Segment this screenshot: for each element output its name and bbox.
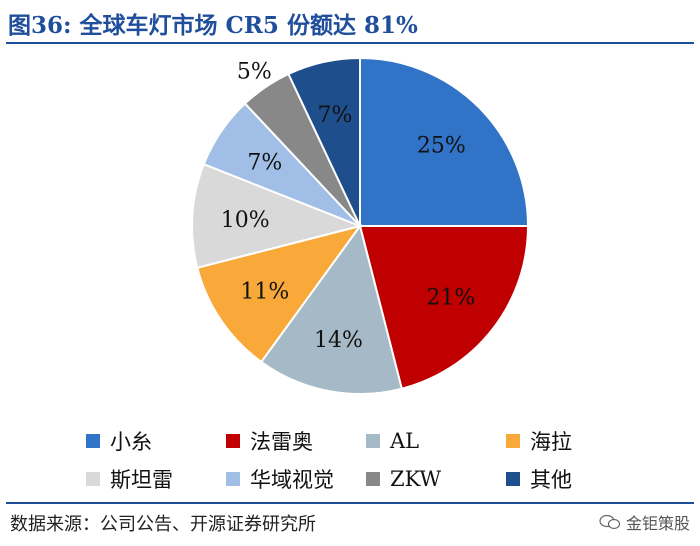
chart-legend: 小糸 法雷奥 AL 海拉 斯坦雷 华域视觉 ZKW 其他 (86, 422, 646, 498)
slice-label: 25% (417, 134, 466, 159)
legend-item: ZKW (366, 467, 506, 491)
legend-label: 斯坦雷 (110, 468, 173, 492)
legend-label: ZKW (390, 467, 442, 491)
wechat-icon (599, 514, 621, 530)
legend-swatch (86, 434, 100, 448)
legend-row: 小糸 法雷奥 AL 海拉 (86, 422, 646, 460)
legend-label: 法雷奥 (250, 430, 313, 454)
slice-label: 21% (426, 285, 475, 310)
legend-swatch (506, 434, 520, 448)
pie-slices (191, 56, 530, 395)
pie-slice (259, 223, 403, 395)
slice-label: 11% (240, 280, 289, 305)
legend-swatch (366, 472, 380, 486)
legend-item: 法雷奥 (226, 426, 366, 456)
legend-item: 小糸 (86, 426, 226, 456)
pie-labels: 25% 21% 14% 11% 10% 7% 5% 7% (221, 60, 476, 353)
legend-swatch (226, 434, 240, 448)
legend-swatch (226, 472, 240, 486)
title-divider (6, 42, 694, 44)
legend-label: 海拉 (530, 430, 572, 454)
legend-item: 斯坦雷 (86, 464, 226, 494)
pie-slice (358, 225, 530, 390)
legend-label: 其他 (530, 468, 572, 492)
slice-label: 14% (314, 328, 363, 353)
legend-item: 海拉 (506, 426, 646, 456)
slice-label: 10% (221, 208, 270, 233)
legend-item: AL (366, 429, 506, 453)
legend-item: 华域视觉 (226, 464, 366, 494)
watermark: 金钜策股 (599, 510, 690, 534)
legend-row: 斯坦雷 华域视觉 ZKW 其他 (86, 460, 646, 498)
watermark-text: 金钜策股 (625, 514, 690, 533)
legend-label: 华域视觉 (250, 468, 334, 492)
legend-swatch (86, 472, 100, 486)
pie-chart: 25% 21% 14% 11% 10% 7% 5% 7% (191, 56, 530, 395)
pie-slice (359, 56, 530, 227)
chart-title: 图36: 全球车灯市场 CR5 份额达 81% (8, 12, 418, 39)
legend-label: AL (390, 429, 420, 453)
pie-slice (287, 56, 361, 227)
slice-label: 7% (247, 150, 282, 175)
pie-slice (191, 162, 364, 269)
pie-slice (196, 224, 363, 364)
legend-label: 小糸 (110, 430, 152, 454)
legend-item: 其他 (506, 464, 646, 494)
legend-swatch (506, 472, 520, 486)
legend-swatch (366, 434, 380, 448)
footer-divider (6, 502, 694, 504)
slice-label: 5% (237, 60, 272, 85)
slice-label: 7% (317, 103, 352, 128)
source-note: 数据来源：公司公告、开源证券研究所 (10, 514, 316, 535)
